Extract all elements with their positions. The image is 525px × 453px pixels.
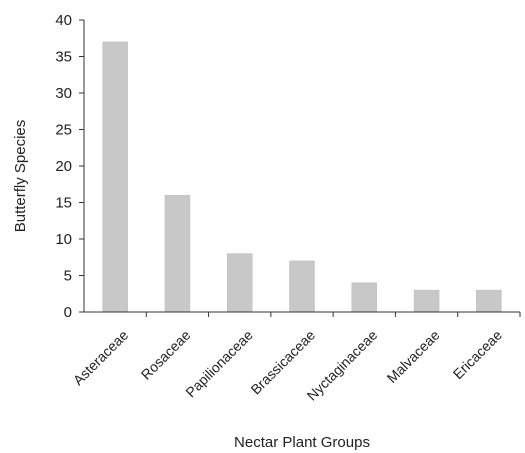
y-tick-label: 35 <box>55 49 72 66</box>
x-tick-label-papilionaceae: Papilionaceae <box>182 327 256 401</box>
y-tick-label: 5 <box>64 268 72 285</box>
x-tick-label-asteraceae: Asteraceae <box>70 327 132 389</box>
x-ticks-group: Asteraceae RosaceaePapilionaceaeBrassicac… <box>70 312 521 404</box>
y-ticks-group: 0 5 10 15 20 25 30 35 40 <box>55 12 84 321</box>
x-tick-label-ericaceae: Ericaceae <box>450 327 505 382</box>
bar-asteraceae <box>102 41 128 313</box>
x-tick-label-rosaceae: Rosaceae <box>138 327 194 383</box>
bar-ericaceae <box>476 289 502 313</box>
bar-malvaceae <box>413 289 440 313</box>
y-tick-label: 15 <box>55 195 72 212</box>
bar-rosaceae <box>164 194 191 313</box>
y-tick-label: 10 <box>55 231 72 248</box>
y-axis-title: Butterfly Species <box>12 120 29 233</box>
x-axis-title: Nectar Plant Groups <box>234 434 370 451</box>
bar-papilionaceae <box>226 253 253 313</box>
bar-brassicaceae <box>289 260 315 313</box>
y-tick-label: 40 <box>55 12 72 29</box>
y-tick-label: 25 <box>55 122 72 139</box>
y-tick-label: 20 <box>55 158 72 175</box>
bars-group <box>102 41 502 313</box>
y-tick-label: 0 <box>64 304 72 321</box>
y-tick-label: 30 <box>55 85 72 102</box>
bar-nyctaginaceae <box>351 282 378 313</box>
x-tick-label-malvaceae: Malvaceae <box>384 327 443 386</box>
